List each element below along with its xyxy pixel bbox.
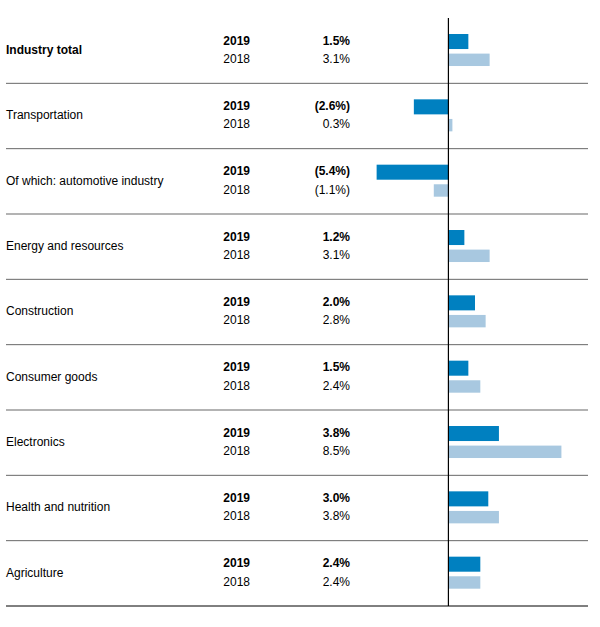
series-label: 2018 <box>223 313 250 327</box>
category-label: Of which: automotive industry <box>6 174 163 188</box>
series-label: 2018 <box>223 444 250 458</box>
data-label: 3.1% <box>323 52 351 66</box>
data-label: 1.5% <box>323 360 351 374</box>
series-label: 2018 <box>223 248 250 262</box>
category-label: Agriculture <box>6 566 64 580</box>
bar <box>448 491 488 506</box>
series-label: 2019 <box>223 556 250 570</box>
bar <box>448 511 499 523</box>
series-label: 2019 <box>223 164 250 178</box>
axis-line <box>6 606 588 607</box>
series-label: 2019 <box>223 295 250 309</box>
series-label: 2018 <box>223 183 250 197</box>
bar <box>377 165 449 180</box>
data-label: 2.8% <box>323 313 351 327</box>
bar <box>448 54 489 66</box>
data-label: 8.5% <box>323 444 351 458</box>
bar <box>448 446 561 458</box>
data-label: (2.6%) <box>315 99 350 113</box>
data-label: (5.4%) <box>315 164 350 178</box>
separators <box>6 83 588 606</box>
bar <box>448 315 485 327</box>
series-label: 2019 <box>223 360 250 374</box>
series-label: 2019 <box>223 426 250 440</box>
bar <box>448 295 475 310</box>
bar <box>448 576 480 588</box>
data-label: 3.1% <box>323 248 351 262</box>
data-label: 3.8% <box>323 509 351 523</box>
category-label: Health and nutrition <box>6 500 110 514</box>
category-label: Transportation <box>6 108 83 122</box>
data-label: 2.4% <box>323 575 351 589</box>
category-label: Energy and resources <box>6 239 123 253</box>
data-label: 3.8% <box>323 426 351 440</box>
series-label: 2019 <box>223 491 250 505</box>
bar <box>448 557 480 572</box>
category-label: Consumer goods <box>6 370 97 384</box>
data-label: 1.5% <box>323 34 351 48</box>
labels: Industry total 2019 1.5% 2018 3.1% Transporta… <box>6 34 350 589</box>
series-label: 2018 <box>223 575 250 589</box>
series-label: 2019 <box>223 34 250 48</box>
chart: Industry total 2019 1.5% 2018 3.1% Transporta… <box>0 0 600 627</box>
bar <box>448 380 480 392</box>
separator <box>6 279 588 280</box>
category-label: Electronics <box>6 435 65 449</box>
separator <box>6 475 588 476</box>
zero-line <box>448 18 449 606</box>
separator <box>6 148 588 149</box>
bar <box>448 34 468 49</box>
data-label: 3.0% <box>323 491 351 505</box>
separator <box>6 344 588 345</box>
data-label: 2.4% <box>323 379 351 393</box>
bar <box>448 230 464 245</box>
bars <box>377 34 562 589</box>
series-label: 2019 <box>223 99 250 113</box>
data-label: 2.0% <box>323 295 351 309</box>
bar <box>448 426 499 441</box>
series-label: 2019 <box>223 230 250 244</box>
separator <box>6 410 588 411</box>
data-label: 1.2% <box>323 230 351 244</box>
bar <box>448 250 489 262</box>
bar <box>434 184 449 196</box>
separator <box>6 214 588 215</box>
data-label: 2.4% <box>323 556 351 570</box>
separator <box>6 540 588 541</box>
series-label: 2018 <box>223 509 250 523</box>
data-label: (1.1%) <box>315 183 350 197</box>
series-label: 2018 <box>223 379 250 393</box>
data-label: 0.3% <box>323 117 351 131</box>
bar <box>414 99 449 114</box>
series-label: 2018 <box>223 52 250 66</box>
series-label: 2018 <box>223 117 250 131</box>
separator <box>6 83 588 84</box>
bar <box>448 361 468 376</box>
category-label: Industry total <box>6 43 82 57</box>
category-label: Construction <box>6 304 73 318</box>
